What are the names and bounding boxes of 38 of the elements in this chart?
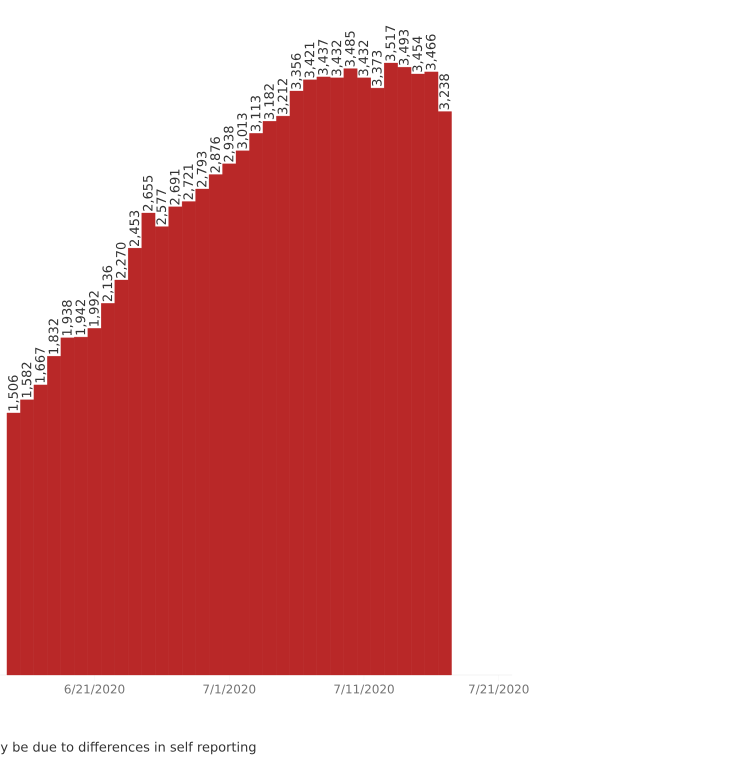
data-label: 3,493 xyxy=(398,30,410,66)
x-tick-label: 7/1/2020 xyxy=(203,684,256,694)
x-tick-label: 6/21/2020 xyxy=(64,684,124,694)
data-label: 3,356 xyxy=(290,54,302,89)
data-label: 3,432 xyxy=(358,40,370,76)
data-label: 2,721 xyxy=(183,164,194,200)
data-label: 2,938 xyxy=(224,126,235,162)
data-label: 3,485 xyxy=(344,31,356,66)
data-label: 3,238 xyxy=(439,74,450,110)
x-tick-label: 7/21/2020 xyxy=(468,684,528,694)
data-label: 2,577 xyxy=(156,189,168,224)
data-label: 1,506 xyxy=(8,375,20,410)
data-label: 1,582 xyxy=(22,362,33,398)
data-label: 3,432 xyxy=(331,40,343,76)
data-label: 3,113 xyxy=(250,96,262,132)
data-label: 3,437 xyxy=(318,40,330,75)
data-label: 1,992 xyxy=(88,291,100,326)
data-label: 3,421 xyxy=(304,42,316,78)
data-label: 2,793 xyxy=(196,152,208,187)
data-label: 2,453 xyxy=(129,210,140,246)
data-label: 3,373 xyxy=(372,50,383,86)
data-label: 2,876 xyxy=(210,137,222,172)
x-tick-label: 7/11/2020 xyxy=(334,684,394,694)
data-label: 3,013 xyxy=(237,113,248,149)
data-label: 1,938 xyxy=(62,300,74,336)
data-label: 3,182 xyxy=(264,84,276,120)
data-label: 3,454 xyxy=(412,36,424,72)
text: y be due to differences in self reporting xyxy=(0,742,256,754)
data-label: 1,667 xyxy=(34,348,46,382)
data-label: 2,655 xyxy=(142,176,154,211)
data-label: 3,466 xyxy=(426,34,437,70)
data-label: 3,517 xyxy=(385,26,396,61)
data-label: 1,942 xyxy=(75,300,86,334)
data-label: 2,691 xyxy=(170,170,181,205)
data-label: 1,832 xyxy=(48,319,60,354)
data-label: 2,270 xyxy=(116,242,127,278)
data-label: 2,136 xyxy=(102,266,114,302)
data-label: 3,212 xyxy=(278,79,289,114)
